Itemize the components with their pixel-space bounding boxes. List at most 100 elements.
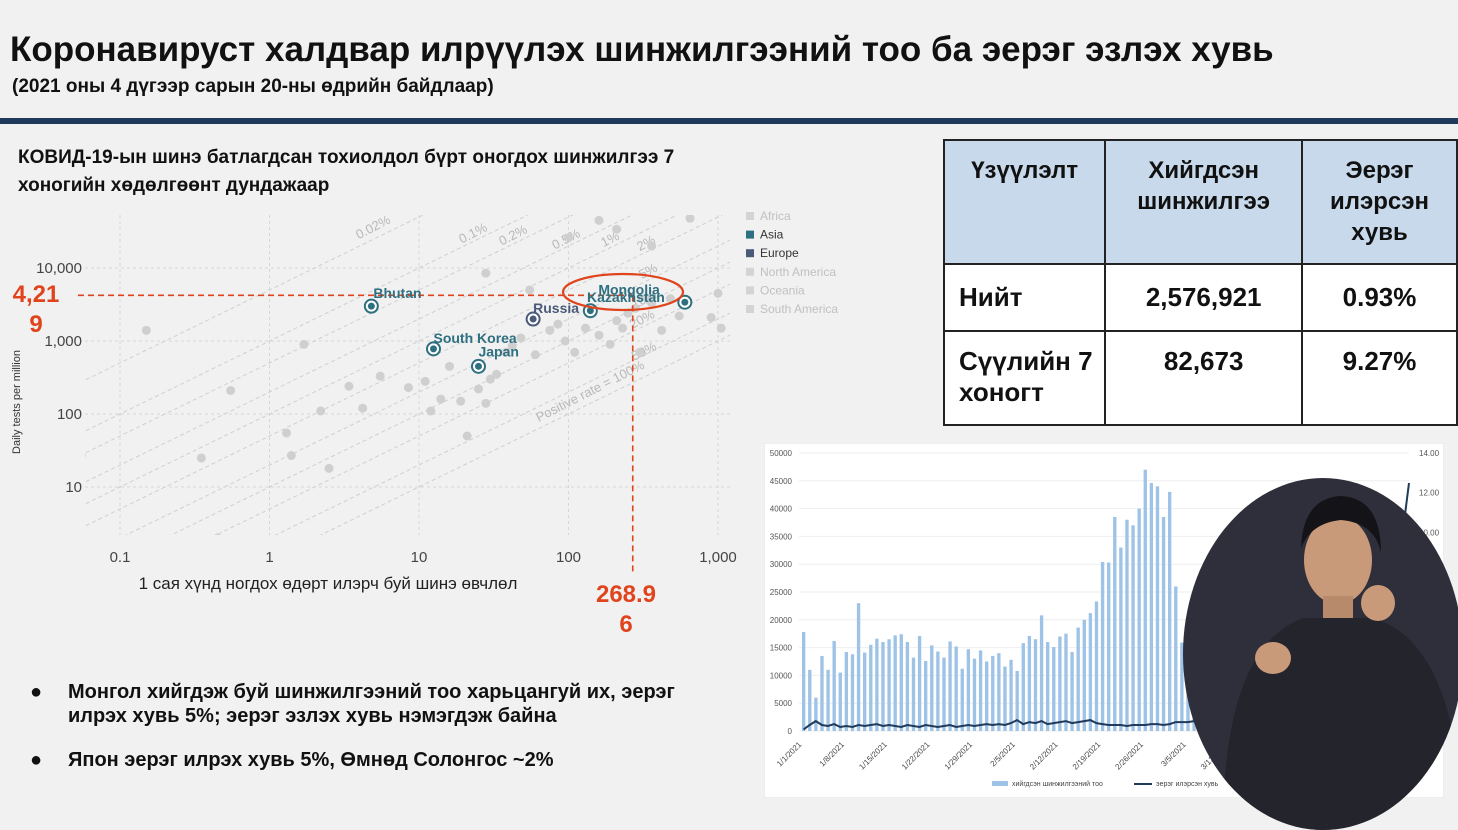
data-point xyxy=(594,215,604,225)
positive-rate-line xyxy=(319,334,730,535)
positive-rate-line xyxy=(274,312,730,535)
bullet-dot: ● xyxy=(30,749,43,771)
bar xyxy=(948,641,952,731)
data-point xyxy=(560,336,570,346)
legend-swatch xyxy=(746,212,754,220)
data-point xyxy=(286,451,296,461)
bar xyxy=(814,697,818,731)
table-cell-label: Нийт xyxy=(942,263,1107,332)
bar xyxy=(844,652,849,731)
legend-swatch xyxy=(746,305,754,313)
data-point xyxy=(141,325,151,335)
data-point xyxy=(685,215,695,223)
data-point xyxy=(375,371,385,381)
bullet-item: ● Монгол хийгдэж буй шинжилгээний тоо ха… xyxy=(30,680,730,728)
positive-rate-line xyxy=(85,215,425,381)
bar xyxy=(893,635,897,731)
data-point xyxy=(647,241,657,251)
data-point xyxy=(501,347,511,357)
highlight-point xyxy=(429,345,437,353)
highlight-point xyxy=(529,315,537,323)
bar xyxy=(850,654,855,731)
data-point xyxy=(481,398,491,408)
y-left-tick-label: 50000 xyxy=(770,449,793,458)
bullet-item: ● Япон эерэг илрэх хувь 5%, Өмнөд Солонг… xyxy=(30,748,730,772)
bar xyxy=(838,672,842,731)
mongolia-tests-annotation: 4,21 9 xyxy=(13,281,60,338)
point-label: Russia xyxy=(533,300,579,316)
table-cell-tests: 2,576,921 xyxy=(1104,263,1304,332)
bar xyxy=(869,644,873,731)
y-left-tick-label: 10000 xyxy=(770,671,793,680)
legend-label: Oceania xyxy=(760,283,805,297)
bar xyxy=(881,642,885,731)
data-point xyxy=(316,406,326,416)
table-cell-label: Сүүлийн 7 хоногт xyxy=(942,330,1107,426)
legend-swatch xyxy=(746,286,754,295)
bar xyxy=(1039,615,1044,731)
bar xyxy=(1143,469,1147,731)
point-label: Mongolia xyxy=(598,282,660,298)
positive-rate-label: 0.02% xyxy=(353,212,393,242)
mongolia-cases-annotation: 268.9 6 xyxy=(596,581,656,638)
bar xyxy=(1082,619,1086,731)
y-tick-label: 10 xyxy=(65,479,82,496)
table-cell-rate: 9.27% xyxy=(1301,330,1458,426)
data-point xyxy=(635,347,645,357)
bar xyxy=(1180,642,1184,731)
legend-swatch xyxy=(746,267,754,276)
legend-label: South America xyxy=(760,302,838,316)
bar xyxy=(1021,643,1025,731)
data-point xyxy=(282,428,292,438)
y-left-tick-label: 30000 xyxy=(770,560,793,569)
positive-rate-lines xyxy=(85,215,730,535)
positive-rate-line xyxy=(215,283,730,535)
y-tick-label: 1,000 xyxy=(44,333,82,350)
bar xyxy=(1046,642,1050,731)
x-tick-label: 10 xyxy=(411,549,428,566)
data-point xyxy=(545,325,555,335)
data-point xyxy=(485,374,495,384)
x-axis-label: 1 сая хүнд ногдох өдөрт илэрч буй шинэ ө… xyxy=(139,574,518,593)
bar xyxy=(966,649,971,731)
bar xyxy=(1009,659,1013,731)
positive-rate-line xyxy=(85,215,679,505)
data-point xyxy=(641,293,651,303)
bar xyxy=(942,657,946,731)
y-right-tick-label: 12.00 xyxy=(1419,489,1440,498)
highlight-point xyxy=(586,307,594,315)
bar xyxy=(1119,547,1123,731)
y-right-tick-label: 10.00 xyxy=(1419,528,1440,537)
bar xyxy=(1125,519,1129,731)
y-left-tick-label: 15000 xyxy=(770,644,793,653)
legend-swatch xyxy=(746,230,754,239)
legend-label: Europe xyxy=(760,246,799,260)
bullet-dot: ● xyxy=(30,681,43,703)
bar xyxy=(832,640,836,731)
table-header-tests: Хийгдсэн шинжилгээ xyxy=(1104,139,1304,265)
bar xyxy=(917,635,922,731)
y-left-tick-label: 45000 xyxy=(770,477,793,486)
positive-rate-label: 0.2% xyxy=(496,221,530,248)
table-row: Нийт 2,576,921 0.93% xyxy=(942,263,1458,332)
tests-vs-cases-scatter: 0.02%0.1%0.2%0.5%1%2%5%10%20%50%Positive… xyxy=(11,209,838,638)
highlight-point xyxy=(367,302,375,310)
data-point xyxy=(713,288,723,298)
bullet-text: Монгол хийгдэж буй шинжилгээний тоо харь… xyxy=(68,681,675,727)
bar xyxy=(936,651,940,731)
data-point xyxy=(426,406,436,416)
bar xyxy=(960,668,964,731)
bar xyxy=(1113,516,1117,731)
table-cell-tests: 82,673 xyxy=(1104,330,1304,426)
legend-label: Asia xyxy=(760,228,784,242)
bar xyxy=(808,669,812,731)
positive-rate-line xyxy=(125,239,730,535)
positive-rate-label: Positive rate = 100% xyxy=(533,357,647,425)
data-point xyxy=(324,463,334,473)
y-left-tick-label: 35000 xyxy=(770,532,793,541)
y-left-tick-label: 20000 xyxy=(770,616,793,625)
data-point xyxy=(226,385,236,395)
point-label: Japan xyxy=(478,343,518,359)
summary-table: Үзүүлэлт Хийгдсэн шинжилгээ Эерэг илэрсэ… xyxy=(942,139,1458,426)
data-point xyxy=(594,330,604,340)
